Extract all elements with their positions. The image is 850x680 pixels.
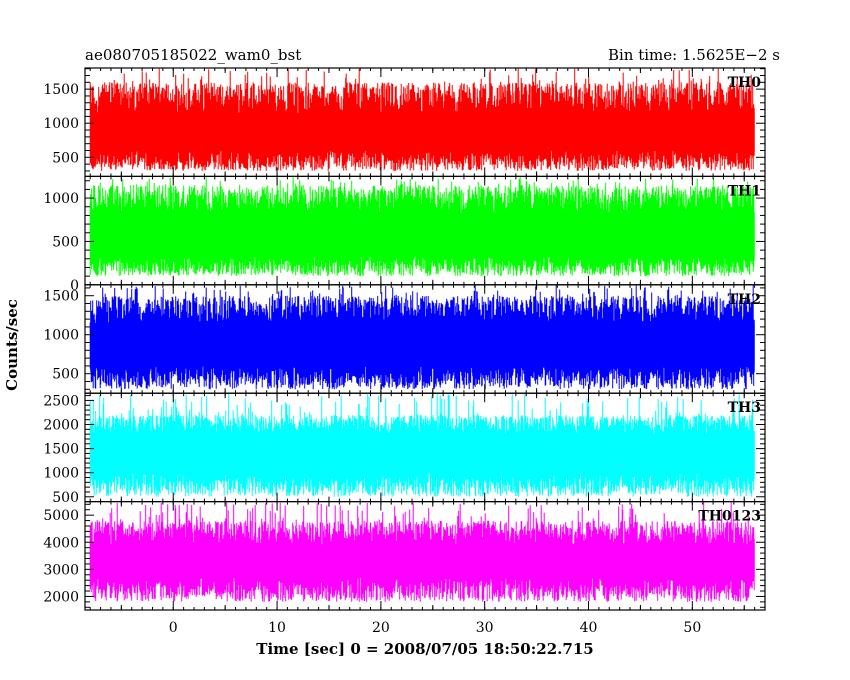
y-tick-label: 0: [70, 278, 79, 294]
x-tick-label: 0: [169, 620, 178, 636]
panel-th1: 0 500 1000 TH1: [43, 175, 766, 294]
y-tick-label: 1500: [43, 442, 79, 458]
y-tick-label: 5000: [43, 508, 79, 524]
y-tick-label: 1500: [43, 82, 79, 98]
y-tick-label: 500: [52, 367, 79, 383]
y-tick-label: 1000: [43, 116, 79, 132]
x-tick-label: 40: [580, 620, 598, 636]
y-tick-label: 2000: [43, 418, 79, 434]
panel-label-th1: TH1: [728, 183, 761, 199]
panel-label-th2: TH2: [728, 292, 761, 308]
y-tick-label: 1000: [43, 191, 79, 207]
y-axis-title: Counts/sec: [3, 299, 21, 391]
y-tick-label: 500: [52, 234, 79, 250]
series-core-th1: [90, 213, 755, 257]
figure-title: ae080705185022_wam0_bst: [85, 46, 301, 64]
y-tick-label: 1500: [43, 289, 79, 305]
panel-label-th3: TH3: [728, 400, 761, 416]
y-tick-label: 1000: [43, 328, 79, 344]
x-tick-label: 10: [268, 620, 286, 636]
x-tick-label: 20: [372, 620, 390, 636]
series-core-th0: [90, 112, 755, 151]
x-axis: 0 10 20 30 40 50: [169, 620, 701, 636]
x-tick-label: 30: [476, 620, 494, 636]
panel-th0123: 2000 3000 4000 5000 TH0123: [43, 501, 766, 611]
panel-th2: 500 1000 1500 TH2: [43, 284, 766, 394]
panel-label-th0123: TH0123: [698, 509, 761, 525]
y-tick-label: 500: [52, 150, 79, 166]
panel-frame: [84, 501, 766, 611]
x-axis-title: Time [sec] 0 = 2008/07/05 18:50:22.715: [256, 640, 593, 658]
series-core-th3: [90, 434, 755, 473]
panel-label-th0: TH0: [728, 75, 762, 91]
series-core-th0123: [90, 544, 755, 578]
y-tick-label: 3000: [43, 562, 79, 578]
y-tick-label: 500: [52, 490, 79, 506]
panel-th3: 500 1000 1500 2000 2500 TH3: [43, 392, 766, 506]
panel-th0: 500 1000 1500 TH0: [43, 67, 766, 178]
y-tick-label: 4000: [43, 535, 79, 551]
y-tick-label: 1000: [43, 466, 79, 482]
y-tick-label: 2000: [43, 589, 79, 605]
bin-time-label: Bin time: 1.5625E−2 s: [608, 46, 780, 64]
y-tick-label: 2500: [43, 393, 79, 409]
series-core-th2: [90, 323, 755, 366]
x-tick-label: 50: [683, 620, 701, 636]
